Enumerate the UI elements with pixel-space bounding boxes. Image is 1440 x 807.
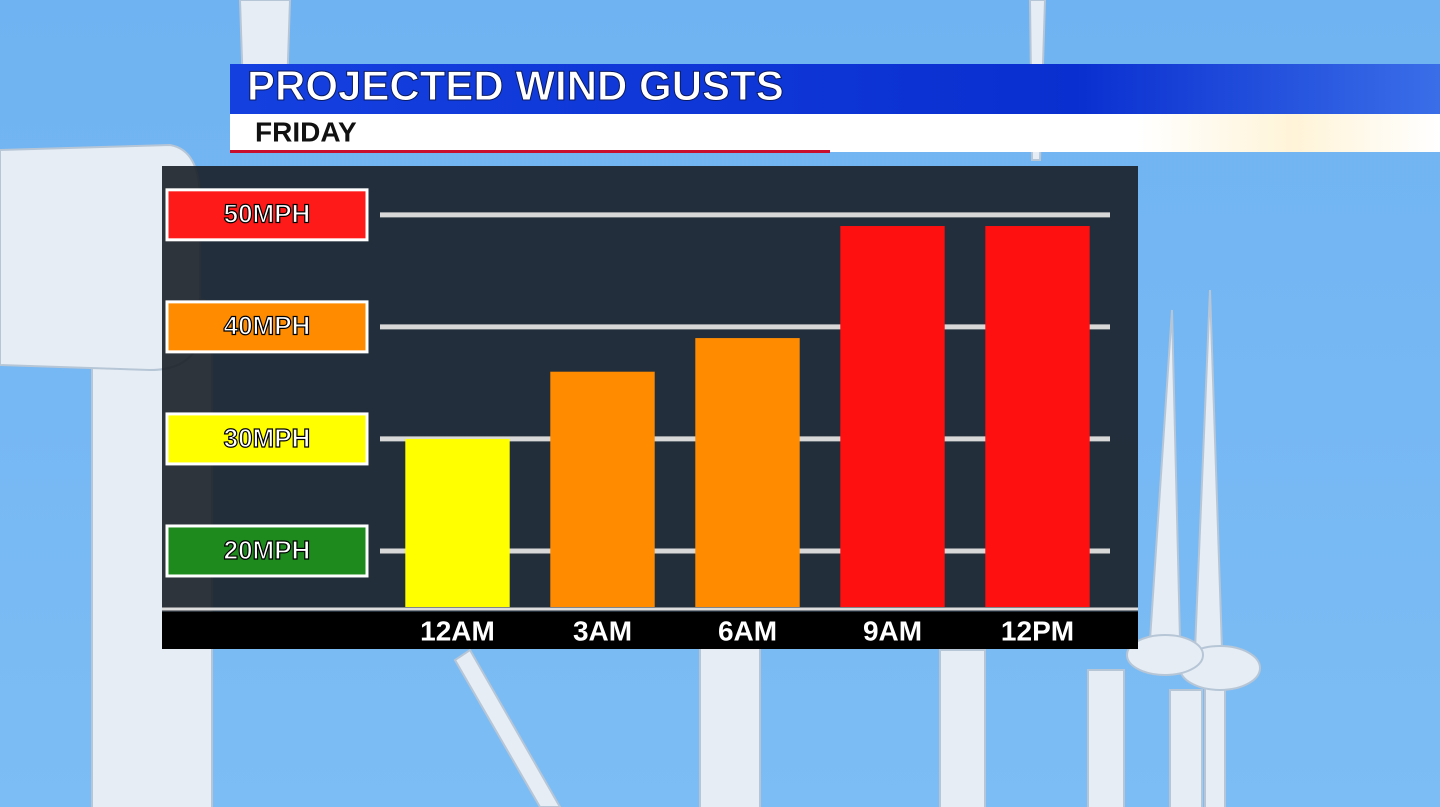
x-tick-label: 6AM [718,615,777,646]
subtitle-bar [230,114,1440,152]
x-tick-label: 12AM [420,615,495,646]
accent-line [230,150,830,153]
bar [405,438,510,607]
bar [985,226,1090,607]
bar [695,338,800,607]
x-tick-label: 9AM [863,615,922,646]
title-bar [230,64,1440,114]
x-tick-label: 3AM [573,615,632,646]
y-tick-label: 50MPH [224,199,311,229]
y-tick-label: 40MPH [224,311,311,341]
bar [550,371,655,607]
y-tick-label: 20MPH [224,535,311,565]
chart-title: PROJECTED WIND GUSTS [247,62,784,109]
x-tick-label: 12PM [1001,615,1074,646]
y-tick-label: 30MPH [224,423,311,453]
y-tick-box [165,524,369,578]
x-axis-band [162,612,1138,649]
y-tick-box [165,300,369,354]
chart-subtitle: FRIDAY [255,116,357,147]
y-tick-box [165,188,369,242]
bar [840,226,945,607]
y-tick-box [165,412,369,466]
